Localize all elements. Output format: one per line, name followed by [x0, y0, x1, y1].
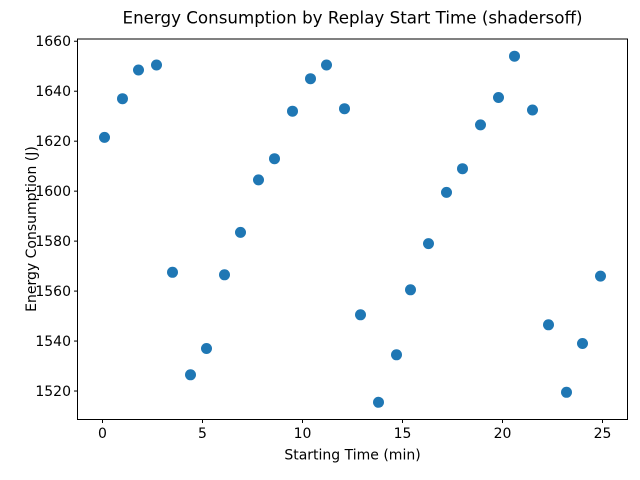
scatter-point — [235, 226, 246, 238]
scatter-point — [151, 59, 162, 71]
chart-title: Energy Consumption by Replay Start Time … — [123, 8, 583, 28]
scatter-point — [269, 153, 280, 165]
scatter-point — [561, 386, 572, 398]
scatter-point — [391, 349, 402, 361]
tick-layer: 0 5 10 15 20 25152015401560158016001620164016… — [35, 34, 611, 442]
y-tick-label: 1600 — [35, 184, 71, 200]
scatter-point — [475, 119, 486, 131]
x-tick-label: 5 — [198, 426, 207, 442]
scatter-point — [339, 103, 350, 115]
scatter-point — [423, 238, 434, 250]
y-tick-label: 1540 — [35, 334, 71, 350]
scatter-point — [527, 104, 538, 116]
scatter-point — [543, 319, 554, 331]
scatter-point — [167, 266, 178, 278]
scatter-point — [219, 269, 230, 281]
scatter-point — [133, 64, 144, 76]
scatter-points-layer — [99, 50, 606, 408]
scatter-point — [577, 338, 588, 349]
scatter-point — [99, 131, 110, 143]
x-tick-label: 10 — [294, 426, 312, 442]
y-tick-label: 1560 — [35, 284, 71, 300]
scatter-point — [457, 163, 468, 175]
plot-border — [77, 38, 628, 420]
x-tick-label: 0 — [98, 426, 107, 442]
scatter-point — [441, 186, 452, 198]
scatter-point — [253, 174, 264, 186]
scatter-point — [373, 396, 384, 408]
scatter-point — [117, 93, 128, 105]
scatter-point — [305, 73, 316, 85]
y-tick-label: 1580 — [35, 234, 71, 250]
x-tick-label: 20 — [494, 426, 512, 442]
scatter-point — [355, 309, 366, 321]
y-axis-label: Energy Consumption (J) — [24, 146, 40, 312]
x-tick-label: 25 — [594, 426, 612, 442]
scatter-point — [321, 59, 332, 71]
x-tick-label: 15 — [394, 426, 412, 442]
scatter-point — [509, 50, 520, 62]
y-tick-label: 1620 — [35, 134, 71, 150]
x-axis-label: Starting Time (min) — [284, 448, 420, 464]
scatter-point — [595, 270, 606, 282]
y-tick-label: 1520 — [35, 384, 71, 400]
scatter-point — [185, 369, 196, 381]
y-tick-label: 1640 — [35, 84, 71, 100]
scatter-point — [405, 284, 416, 296]
scatter-point — [287, 105, 298, 117]
scatter-point — [201, 343, 212, 354]
scatter-point — [493, 92, 504, 103]
y-tick-label: 1660 — [35, 34, 71, 50]
